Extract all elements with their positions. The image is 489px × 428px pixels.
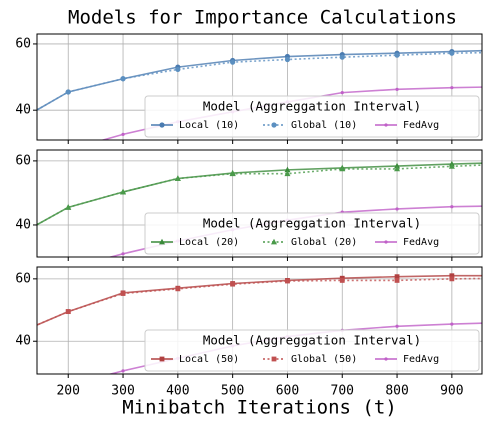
marker — [340, 91, 344, 95]
x-tick-label: 400 — [166, 384, 189, 399]
marker — [120, 291, 126, 296]
legend-marker — [271, 238, 277, 245]
series-line — [37, 51, 482, 111]
marker — [230, 59, 236, 65]
marker — [284, 170, 291, 177]
legend-label: Local (50) — [179, 354, 239, 365]
marker — [121, 369, 125, 373]
marker — [448, 163, 455, 169]
series-line — [37, 274, 482, 326]
marker — [120, 76, 126, 82]
marker — [449, 50, 455, 56]
marker — [450, 322, 454, 326]
marker — [394, 162, 401, 169]
marker — [174, 175, 181, 181]
x-tick-label: 600 — [276, 384, 299, 399]
frame — [36, 149, 483, 258]
legend-marker — [384, 123, 388, 127]
legend-label: Global (50) — [291, 354, 357, 365]
legend-box — [144, 95, 480, 138]
frame — [36, 33, 483, 141]
marker — [12, 402, 15, 405]
y-tick-label: 40 — [15, 103, 31, 118]
marker — [284, 56, 291, 63]
x-axis-label: Minibatch Iterations (t) — [122, 397, 397, 419]
legend-marker — [159, 356, 165, 362]
marker — [395, 324, 399, 328]
legend-marker — [384, 240, 388, 244]
marker — [395, 87, 399, 91]
legend-title: Model (Aggreggation Interval) — [203, 333, 421, 348]
legend-label: Global (10) — [291, 120, 357, 131]
marker — [11, 121, 16, 126]
marker — [449, 276, 455, 282]
legend-title: Model (Aggreggation Interval) — [203, 99, 421, 114]
y-tick-label: 40 — [15, 217, 31, 232]
x-tick-label: 800 — [385, 384, 408, 399]
legend-marker — [271, 122, 277, 128]
marker — [394, 165, 401, 172]
marker — [12, 168, 15, 171]
x-tick-label: 900 — [440, 384, 463, 399]
legend-marker — [384, 357, 388, 361]
marker — [11, 121, 16, 126]
marker — [339, 165, 346, 172]
marker — [10, 235, 16, 241]
marker — [120, 188, 127, 195]
marker — [229, 170, 236, 177]
legend-label: FedAvg — [403, 237, 439, 248]
legend-marker — [271, 356, 277, 362]
legend-label: FedAvg — [403, 120, 439, 131]
marker — [121, 132, 125, 136]
marker — [284, 166, 291, 173]
legend-box — [144, 212, 480, 255]
marker — [394, 278, 400, 283]
series-line — [37, 164, 482, 226]
marker — [12, 287, 15, 290]
marker — [449, 273, 455, 279]
frame — [36, 266, 483, 375]
legend-box — [144, 329, 480, 372]
marker — [394, 274, 400, 280]
y-tick-label: 40 — [15, 334, 31, 349]
marker — [175, 66, 181, 73]
marker — [450, 205, 454, 209]
marker — [175, 286, 181, 292]
y-tick-label: 60 — [15, 153, 31, 168]
legend-label: Local (10) — [179, 120, 239, 131]
marker — [285, 278, 290, 284]
legend-marker — [159, 122, 165, 128]
marker — [230, 281, 236, 287]
chart-title: Models for Importance Calculations — [68, 7, 457, 29]
marker — [450, 86, 454, 90]
x-tick-label: 200 — [56, 384, 79, 399]
marker — [394, 52, 400, 58]
legend-title: Model (Aggreggation Interval) — [203, 216, 421, 231]
marker — [339, 54, 345, 60]
series-line — [37, 277, 482, 326]
marker — [121, 252, 125, 256]
marker — [339, 278, 345, 283]
x-tick-label: 500 — [221, 384, 244, 399]
y-tick-label: 60 — [15, 36, 31, 51]
marker — [65, 204, 72, 210]
legend-label: FedAvg — [403, 354, 439, 365]
marker — [65, 309, 71, 315]
x-tick-label: 700 — [331, 384, 354, 399]
y-tick-label: 60 — [15, 271, 31, 286]
x-tick-label: 300 — [111, 384, 134, 399]
legend-marker — [159, 238, 165, 245]
marker — [10, 235, 16, 241]
legend-label: Local (20) — [179, 237, 239, 248]
legend-label: Global (20) — [291, 237, 357, 248]
marker — [65, 89, 71, 95]
marker — [395, 207, 399, 211]
